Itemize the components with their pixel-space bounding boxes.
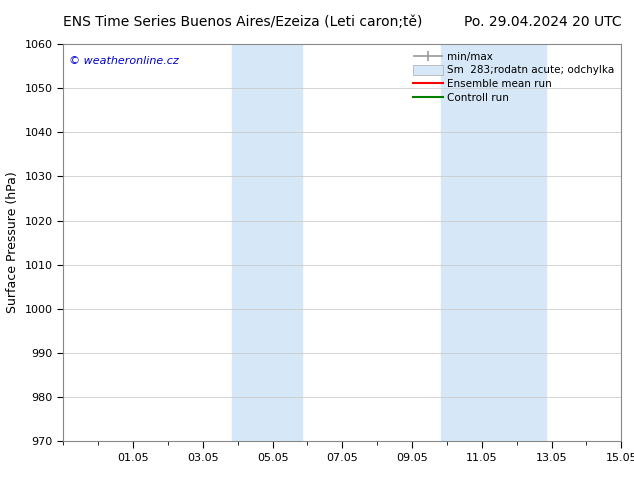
Text: ENS Time Series Buenos Aires/Ezeiza (Leti caron;tě): ENS Time Series Buenos Aires/Ezeiza (Let… bbox=[63, 15, 423, 29]
Text: Po. 29.04.2024 20 UTC: Po. 29.04.2024 20 UTC bbox=[463, 15, 621, 29]
Text: © weatheronline.cz: © weatheronline.cz bbox=[69, 56, 179, 66]
Bar bbox=[441, 44, 546, 441]
Y-axis label: Surface Pressure (hPa): Surface Pressure (hPa) bbox=[6, 172, 19, 314]
Legend: min/max, Sm  283;rodatn acute; odchylka, Ensemble mean run, Controll run: min/max, Sm 283;rodatn acute; odchylka, … bbox=[410, 47, 618, 107]
Bar bbox=[232, 44, 302, 441]
